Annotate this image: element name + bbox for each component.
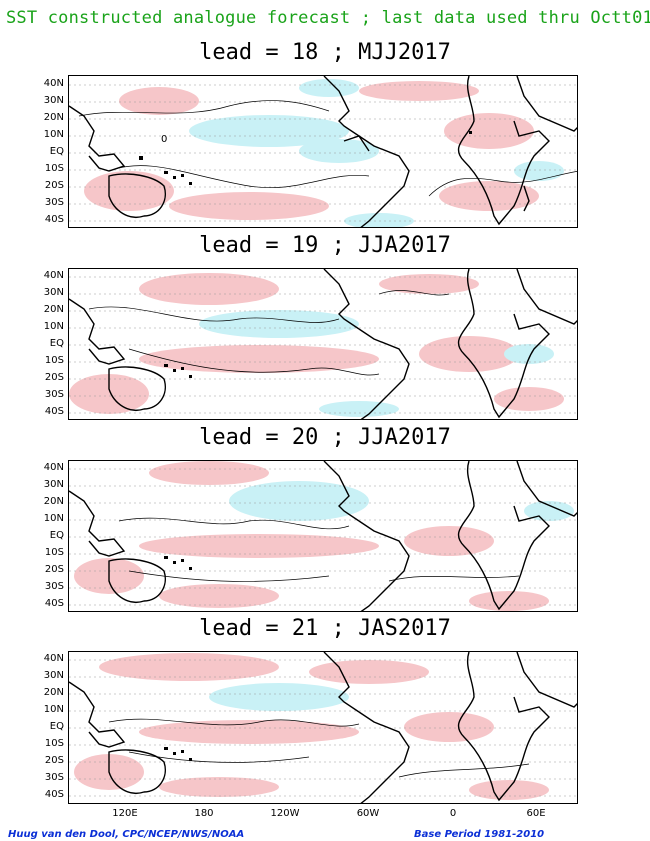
- lon-label: 180: [194, 808, 214, 819]
- lat-label: 20S: [44, 372, 64, 383]
- footer-credit: Huug van den Dool, CPC/NCEP/NWS/NOAA: [8, 829, 245, 840]
- lat-label: 20N: [43, 112, 64, 123]
- lat-label: 10S: [44, 163, 64, 174]
- map-panel-2: [68, 268, 578, 420]
- lat-label: 40S: [44, 598, 64, 609]
- coastlines: [69, 461, 577, 611]
- lat-axis-4: 40N 30N 20N 10N EQ 10S 20S 30S 40S: [34, 653, 66, 806]
- lat-label: 10N: [43, 129, 64, 140]
- islands: [164, 364, 192, 378]
- lat-label: EQ: [49, 146, 64, 157]
- coastlines: [69, 652, 577, 803]
- lat-label: 40S: [44, 789, 64, 800]
- lat-label: 20S: [44, 755, 64, 766]
- sst-map-1: 0: [69, 76, 577, 227]
- panel-2-title: lead = 19 ; JJA2017: [199, 233, 451, 258]
- anomaly-shading: [74, 461, 574, 611]
- zero-contours: [88, 290, 450, 376]
- islands: [139, 131, 472, 185]
- sst-map-2: [69, 269, 577, 419]
- map-panel-3: [68, 460, 578, 612]
- lat-label: 30S: [44, 772, 64, 783]
- sst-map-3: [69, 461, 577, 611]
- lat-label: 30S: [44, 581, 64, 592]
- lon-label: 60W: [356, 808, 380, 819]
- lat-axis-2: 40N 30N 20N 10N EQ 10S 20S 30S 40S: [34, 270, 66, 422]
- lon-label: 60E: [526, 808, 546, 819]
- lat-label: 30S: [44, 389, 64, 400]
- islands: [164, 747, 192, 761]
- lat-label: EQ: [49, 338, 64, 349]
- anomaly-shading: [74, 653, 549, 800]
- coastlines: [69, 76, 577, 227]
- lat-label: EQ: [49, 721, 64, 732]
- coastlines: [69, 269, 577, 419]
- lat-label: 30N: [43, 95, 64, 106]
- lat-label: 10S: [44, 738, 64, 749]
- lat-label: 10S: [44, 355, 64, 366]
- lat-label: 40N: [43, 78, 64, 89]
- anomaly-shading: [84, 79, 564, 227]
- lat-label: 10N: [43, 513, 64, 524]
- lat-label: 10N: [43, 704, 64, 715]
- lon-label: 0: [449, 808, 457, 819]
- lat-label: 20S: [44, 180, 64, 191]
- lat-label: 30N: [43, 670, 64, 681]
- lat-label: 20S: [44, 564, 64, 575]
- grid-lines: [69, 84, 577, 222]
- figure-title: SST constructed analogue forecast ; last…: [6, 8, 650, 28]
- grid-lines: [69, 276, 577, 414]
- lat-label: 30N: [43, 479, 64, 490]
- grid-lines: [69, 468, 577, 606]
- zero-contours: [78, 100, 577, 197]
- lat-label: 20N: [43, 304, 64, 315]
- lat-label: 20N: [43, 687, 64, 698]
- zero-contours: [118, 517, 520, 582]
- lat-label: 10S: [44, 547, 64, 558]
- lat-label: 40N: [43, 462, 64, 473]
- lat-label: 40N: [43, 653, 64, 664]
- map-panel-4: [68, 651, 578, 804]
- sst-map-4: [69, 652, 577, 803]
- lat-label: 30N: [43, 287, 64, 298]
- lat-label: 20N: [43, 496, 64, 507]
- panel-4-title: lead = 21 ; JAS2017: [199, 616, 451, 641]
- grid-lines: [69, 659, 577, 797]
- lat-axis-3: 40N 30N 20N 10N EQ 10S 20S 30S 40S: [34, 462, 66, 614]
- panel-3-title: lead = 20 ; JJA2017: [199, 425, 451, 450]
- lat-label: 40N: [43, 270, 64, 281]
- lon-label: 120W: [270, 808, 300, 819]
- islands: [164, 556, 192, 570]
- zero-contours: [108, 718, 530, 778]
- panel-1-title: lead = 18 ; MJJ2017: [199, 40, 451, 65]
- lat-label: 10N: [43, 321, 64, 332]
- lat-label: 30S: [44, 197, 64, 208]
- footer-base-period: Base Period 1981-2010: [414, 829, 545, 840]
- map-panel-1: 0: [68, 75, 578, 228]
- lat-axis-1: 40N 30N 20N 10N EQ 10S 20S 30S 40S: [34, 78, 66, 231]
- lat-label: 40S: [44, 406, 64, 417]
- lat-label: 40S: [44, 214, 64, 225]
- contour-label: 0: [161, 134, 167, 145]
- lat-label: EQ: [49, 530, 64, 541]
- anomaly-shading: [69, 273, 564, 417]
- lon-label: 120E: [112, 808, 138, 819]
